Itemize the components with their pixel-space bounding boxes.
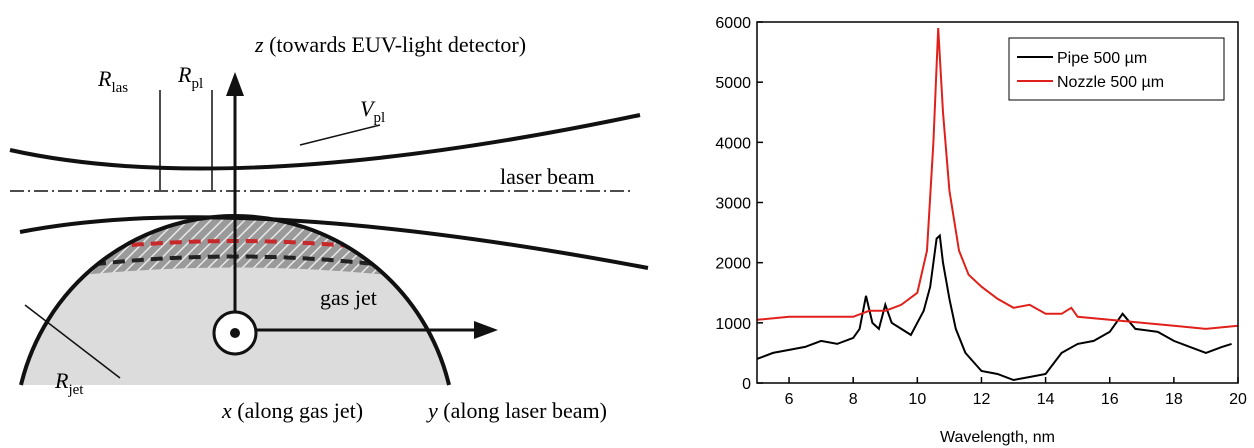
y-tick-label: 2000	[715, 256, 751, 273]
legend-label: Nozzle 500 µm	[1057, 74, 1164, 91]
y-tick-label: 1000	[715, 316, 751, 333]
laser-beam-label: laser beam	[500, 164, 595, 189]
y-tick-label: 4000	[715, 135, 751, 152]
x-tick-label: 16	[1101, 391, 1119, 408]
x-tick-label: 18	[1165, 391, 1183, 408]
y-tick-label: 3000	[715, 196, 751, 213]
y-axis-label: y (along laser beam)	[426, 398, 607, 423]
r-pl-label: Rpl	[177, 62, 203, 92]
x-tick-label: 10	[908, 391, 926, 408]
x-axis-label: x (along gas jet)	[221, 398, 363, 423]
legend-label: Pipe 500 µm	[1057, 50, 1147, 67]
gas-jet-label: gas jet	[320, 285, 377, 310]
y-tick-label: 0	[742, 376, 751, 393]
v-pl-label: Vpl	[360, 96, 385, 126]
x-tick-label: 20	[1229, 391, 1247, 408]
x-tick-label: 14	[1037, 391, 1055, 408]
chart: 0 1000 2000 3000 4000 5000 6000 6 8 10 12 14 16 18 20 W…	[715, 15, 1247, 446]
z-axis-label: z (towards EUV-light detector)	[254, 32, 526, 57]
y-tick-label: 6000	[715, 15, 751, 32]
r-las-label: Rlas	[97, 66, 128, 96]
figure: Rlas Rpl Vpl Rjet z (towards EUV-light d…	[0, 0, 1254, 448]
y-tick-label: 5000	[715, 75, 751, 92]
x-axis-title: Wavelength, nm	[940, 429, 1055, 446]
x-tick-label: 12	[973, 391, 991, 408]
diagram: Rlas Rpl Vpl Rjet z (towards EUV-light d…	[0, 32, 648, 423]
data-line	[757, 236, 1232, 380]
x-tick-label: 8	[849, 391, 858, 408]
x-tick-label: 6	[785, 391, 794, 408]
